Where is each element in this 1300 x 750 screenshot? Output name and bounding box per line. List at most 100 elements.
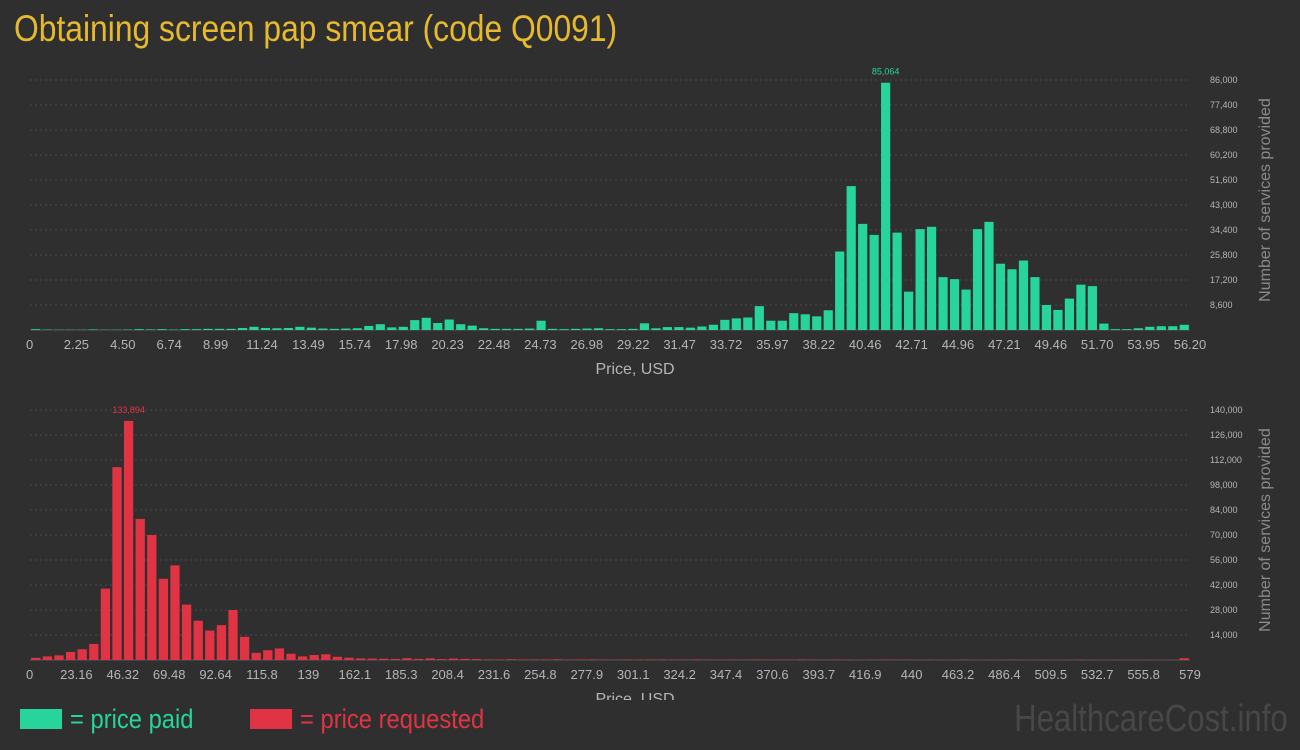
x-tick-label: 24.73 <box>524 337 557 352</box>
bar <box>1018 260 1029 330</box>
bar <box>283 327 294 330</box>
x-tick-label: 44.96 <box>942 337 975 352</box>
chart-2: 14,000 28,000 42,000 56,000 70,000 84,000 98,0… <box>26 405 1274 700</box>
bar <box>456 324 466 330</box>
bar <box>460 658 470 660</box>
chart-1: 8,600 17,200 25,800 34,400 43,000 51,600 60,20… <box>26 67 1274 378</box>
x-tick-label: 15.74 <box>339 337 372 352</box>
bar <box>529 659 540 660</box>
bar <box>147 535 157 660</box>
bar <box>1168 326 1178 330</box>
bar <box>823 310 833 330</box>
bar <box>1156 326 1166 330</box>
y-tick-label: 43,000 <box>1210 200 1238 210</box>
bar <box>297 656 308 660</box>
bar <box>135 518 145 660</box>
bar <box>444 319 454 330</box>
bar <box>54 655 64 660</box>
bar <box>329 328 339 330</box>
bar <box>433 323 443 330</box>
bar <box>708 324 718 330</box>
bar <box>88 329 98 330</box>
x-tick-label: 69.48 <box>153 667 186 682</box>
legend-paid: = price paid <box>20 704 210 734</box>
bar <box>743 317 753 330</box>
y-tick-label: 84,000 <box>1210 505 1238 515</box>
bar <box>402 658 412 660</box>
x-tick-label: 56.20 <box>1174 337 1207 352</box>
bar <box>525 328 535 330</box>
bar <box>692 659 702 660</box>
x-tick-label: 277.9 <box>571 667 604 682</box>
bar <box>587 659 598 660</box>
y-tick-label: 28,000 <box>1210 605 1238 615</box>
bar <box>750 659 760 660</box>
bar <box>553 659 563 660</box>
bar <box>1007 269 1017 330</box>
x-tick-label: 51.70 <box>1081 337 1114 352</box>
bar <box>490 328 500 330</box>
x-tick-label: 13.49 <box>292 337 325 352</box>
bar <box>961 289 971 330</box>
x-tick-label: 6.74 <box>157 337 182 352</box>
x-tick-label: 31.47 <box>663 337 696 352</box>
x-tick-label: 11.24 <box>246 337 278 352</box>
x-axis-label: Price, USD <box>595 691 674 700</box>
bar <box>483 659 493 660</box>
bar <box>812 316 822 330</box>
x-tick-label: 185.3 <box>385 667 418 682</box>
bar <box>1076 284 1086 330</box>
bar <box>502 328 512 330</box>
y-tick-label: 8,600 <box>1210 300 1233 310</box>
bar <box>536 320 546 330</box>
y-tick-label: 60,200 <box>1210 150 1238 160</box>
x-tick-label: 324.2 <box>663 667 696 682</box>
bar <box>146 329 156 330</box>
bar <box>410 320 420 330</box>
bar <box>239 636 250 660</box>
y-tick-label: 25,800 <box>1210 250 1238 260</box>
y-tick-label: 51,600 <box>1210 175 1238 185</box>
bar <box>355 658 366 660</box>
x-tick-label: 254.8 <box>524 667 557 682</box>
y-tick-label: 77,400 <box>1210 100 1238 110</box>
x-tick-label: 29.22 <box>617 337 650 352</box>
bar <box>352 328 362 330</box>
bar <box>766 320 776 330</box>
bar <box>1041 305 1052 330</box>
y-tick-label: 56,000 <box>1210 555 1238 565</box>
bar <box>471 659 482 660</box>
bar <box>344 657 354 660</box>
x-tick-label: 416.9 <box>849 667 882 682</box>
x-tick-label: 38.22 <box>803 337 836 352</box>
x-tick-label: 35.97 <box>756 337 789 352</box>
bar <box>31 657 41 660</box>
bar <box>437 659 447 660</box>
bar <box>479 328 489 330</box>
bar <box>375 324 385 330</box>
y-tick-label: 68,800 <box>1210 125 1238 135</box>
x-tick-label: 33.72 <box>710 337 743 352</box>
bar <box>191 329 202 330</box>
bar <box>645 659 656 660</box>
bar <box>134 329 144 330</box>
bar <box>697 326 707 330</box>
bar <box>869 234 879 330</box>
legend-requested-label: = price requested <box>300 703 485 734</box>
x-tick-label: 8.99 <box>203 337 228 352</box>
bar <box>904 291 914 330</box>
bar <box>657 659 667 660</box>
y-tick-label: 140,000 <box>1210 405 1243 415</box>
x-tick-label: 579 <box>1179 667 1201 682</box>
x-tick-label: 555.8 <box>1127 667 1160 682</box>
x-tick-label: 0 <box>26 337 33 352</box>
x-tick-label: 301.1 <box>617 667 650 682</box>
bar <box>858 223 868 330</box>
bar <box>332 656 343 660</box>
bar <box>892 232 902 330</box>
x-tick-label: 47.21 <box>988 337 1021 352</box>
bar <box>984 221 994 330</box>
bar <box>720 319 730 330</box>
bar <box>949 279 960 330</box>
x-tick-label: 49.46 <box>1035 337 1068 352</box>
